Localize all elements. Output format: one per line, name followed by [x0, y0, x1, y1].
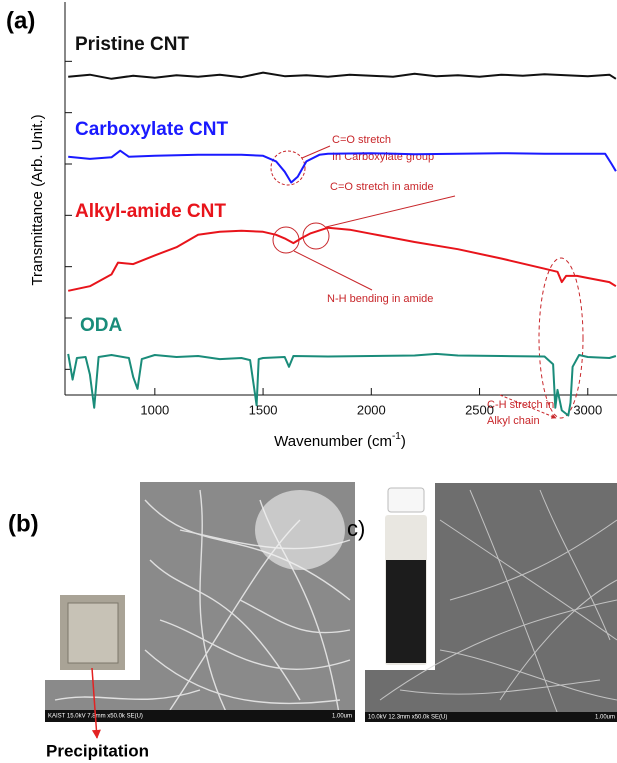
annotation: N-H bending in amide [327, 293, 433, 305]
annotation: Alkyl chain [487, 415, 540, 427]
annotation: C-H stretch in [487, 399, 554, 411]
sem-image-b [45, 482, 355, 722]
series-label: Pristine CNT [75, 34, 189, 55]
leader [294, 251, 372, 290]
x-tick-label: 3000 [573, 402, 602, 417]
sem-scale: 1.00um [595, 715, 615, 721]
panel-label: c) [347, 516, 365, 541]
leader [326, 196, 455, 227]
sem-caption: 10.0kV 12.3mm x50.0k SE(U) [368, 715, 447, 721]
peak-circle [271, 151, 305, 185]
note: Precipitation [46, 741, 149, 760]
x-tick-label: 2500 [465, 402, 494, 417]
panel-label: (b) [8, 510, 39, 537]
x-tick-label: 1000 [140, 402, 169, 417]
x-tick-label: 1500 [249, 402, 278, 417]
panel-label: (a) [6, 7, 35, 34]
figure: (a) Transmittance (Arb. Unit.) Wavenumbe… [0, 0, 617, 763]
x-axis-label: Wavenumber (cm-1) [274, 431, 406, 450]
sem-scale: 1.00um [332, 714, 352, 720]
sem-image-c [365, 483, 617, 722]
spectrum-line [68, 73, 616, 79]
x-axis-label-end: ) [401, 433, 406, 450]
x-axis-label-main: Wavenumber (cm [274, 433, 392, 450]
annotation: C=O stretch in amide [330, 181, 434, 193]
spectrum-line [68, 228, 616, 291]
annotation: C=O stretch [332, 134, 391, 146]
y-axis-label: Transmittance (Arb. Unit.) [29, 114, 46, 285]
series-label: Alkyl-amide CNT [75, 201, 226, 222]
series-label: ODA [80, 315, 123, 336]
x-tick-label: 2000 [357, 402, 386, 417]
series-label: Carboxylate CNT [75, 119, 228, 140]
